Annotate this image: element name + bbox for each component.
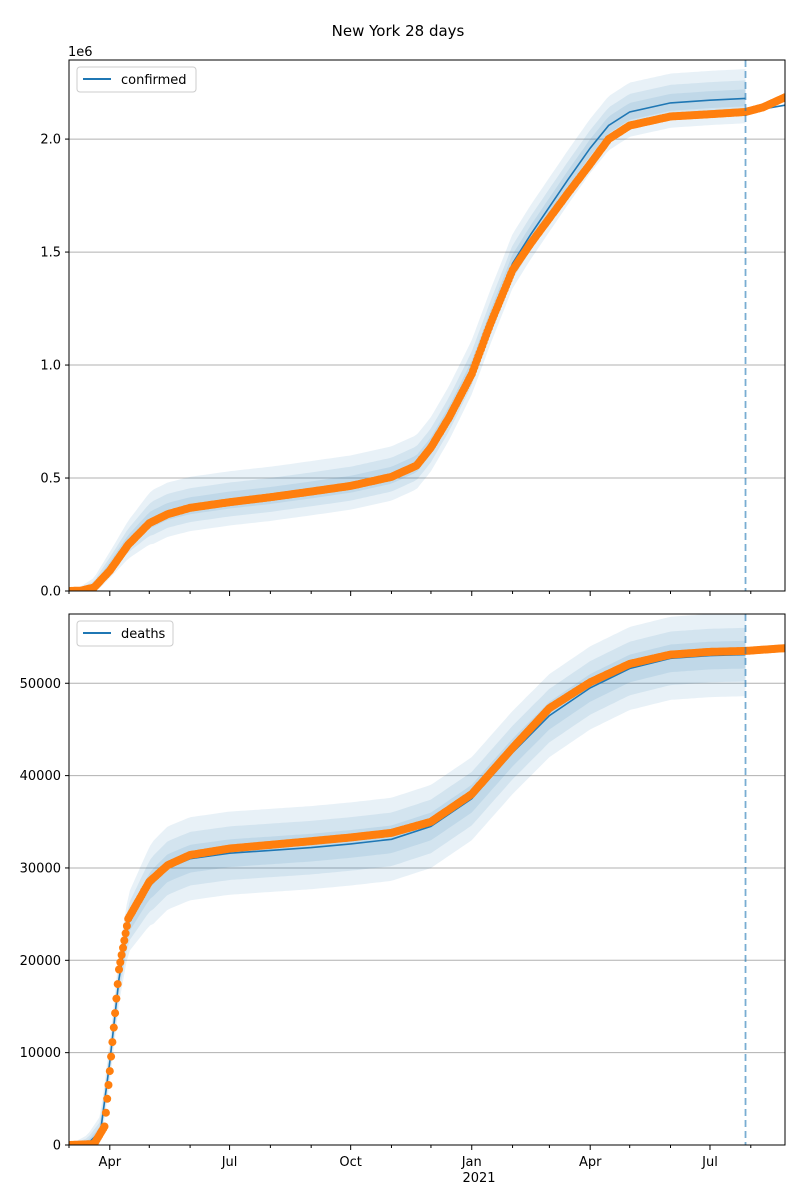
x-tick-label: Apr xyxy=(579,1155,602,1170)
legend-label-deaths: deaths xyxy=(121,627,166,642)
y-tick-label: 1.0 xyxy=(40,359,61,374)
figure-title: New York 28 days xyxy=(332,22,465,40)
y-tick-label: 50000 xyxy=(20,677,61,692)
y-tick-label: 20000 xyxy=(20,954,61,969)
legend: confirmed xyxy=(76,66,197,93)
uncertainty-band-2 xyxy=(69,627,746,1145)
observed-point xyxy=(111,1009,120,1018)
x-tick-label: Oct xyxy=(339,1155,361,1170)
observed-point xyxy=(108,1038,117,1047)
observed-point xyxy=(781,93,785,102)
y-tick-label: 30000 xyxy=(20,861,61,876)
observed-point xyxy=(122,922,131,930)
observed-point xyxy=(107,1052,116,1061)
y-scale-label: 1e6 xyxy=(68,45,93,60)
observed-point xyxy=(112,994,121,1003)
y-tick-label: 0.5 xyxy=(40,472,61,487)
observed-point xyxy=(116,958,125,967)
confirmed-plot-area: 0.0 0.5 1.0 1.5 2.0 xyxy=(40,59,786,600)
observed-point xyxy=(781,644,785,653)
y-tick-label: 40000 xyxy=(20,769,61,784)
confirmed-panel: 1e6 0.0 0.5 1.0 1.5 2.0 confirmed xyxy=(40,45,786,600)
x-tick-label: Jul xyxy=(701,1155,718,1170)
y-tick-label: 10000 xyxy=(20,1046,61,1061)
observed-point xyxy=(121,929,130,938)
series-line-deaths xyxy=(69,653,746,1145)
observed-point xyxy=(115,965,123,974)
y-tick-label: 0 xyxy=(53,1139,61,1154)
observed-point xyxy=(101,1108,110,1117)
observed-point xyxy=(103,1094,112,1103)
legend-box xyxy=(76,620,174,647)
legend-label-confirmed: confirmed xyxy=(121,73,187,88)
observed-point xyxy=(109,1023,118,1032)
legend-box xyxy=(76,66,197,93)
deaths-panel: 0 10000 20000 30000 40000 50000 Apr Jul Oct Jan Ap… xyxy=(20,613,786,1186)
observed-point xyxy=(113,980,122,989)
observed-point xyxy=(105,1067,114,1076)
x-tick-label: Jul xyxy=(221,1155,238,1170)
x-tick-label: Apr xyxy=(99,1155,122,1170)
observed-point xyxy=(100,1122,109,1131)
x-year-label: 2021 xyxy=(462,1171,495,1186)
legend: deaths xyxy=(76,620,174,647)
uncertainty-band-1 xyxy=(69,614,746,1145)
observed-point xyxy=(119,943,127,952)
y-tick-label: 0.0 xyxy=(40,585,61,600)
axes-frame xyxy=(68,59,786,592)
deaths-plot-area: 0 10000 20000 30000 40000 50000 Apr Jul Oct Jan Ap… xyxy=(20,613,786,1170)
y-tick-label: 1.5 xyxy=(40,246,61,261)
y-tick-label: 2.0 xyxy=(40,133,61,148)
observed-point xyxy=(117,951,126,959)
observed-point xyxy=(120,936,129,945)
x-tick-label: Jan xyxy=(461,1155,482,1170)
observed-point xyxy=(104,1081,113,1089)
axes-frame xyxy=(68,613,786,1146)
